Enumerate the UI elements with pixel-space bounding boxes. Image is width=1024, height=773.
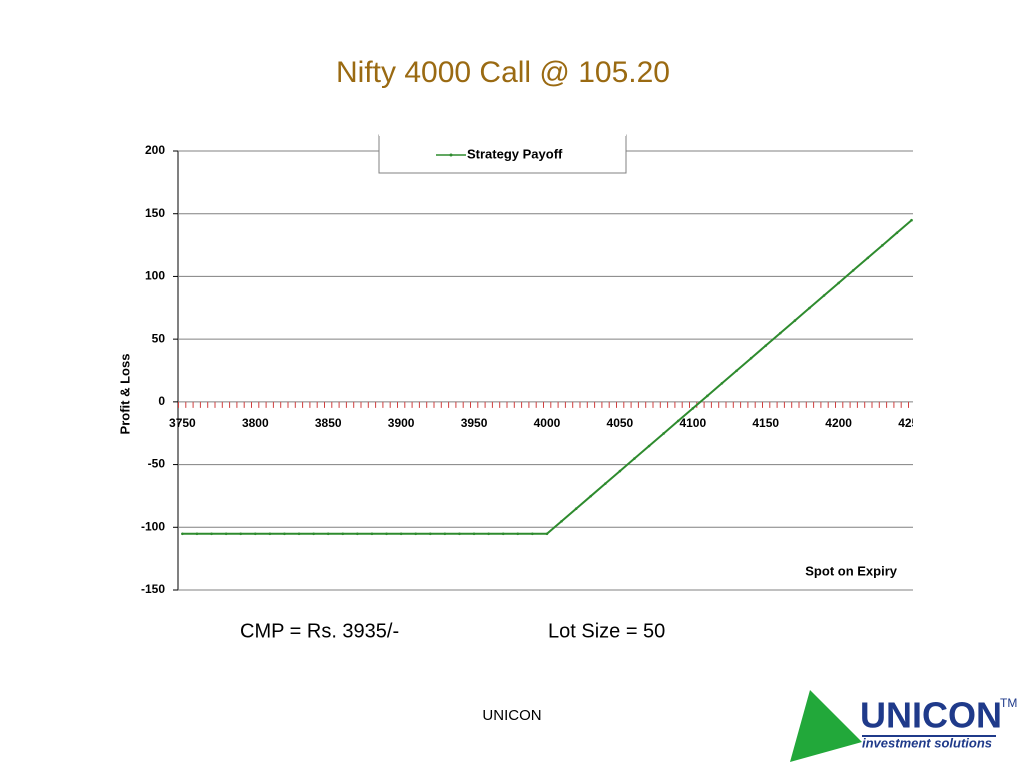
point [910, 218, 913, 222]
point [501, 532, 505, 536]
x-tick-label: 3750 [169, 416, 196, 430]
x-tick-label: 3850 [315, 416, 342, 430]
point [356, 532, 359, 536]
point [195, 532, 199, 536]
point [691, 407, 695, 410]
x-tick-label: 4250 [898, 416, 925, 430]
point [574, 507, 578, 511]
logo-triangle [790, 690, 862, 762]
point [822, 294, 826, 297]
x-tick-labels: 3750 3800 3850 3900 3950 4000 4050 4100 4150 4200… [169, 416, 925, 430]
footer: UNICON [482, 707, 541, 724]
x-tick-label: 4200 [825, 416, 852, 430]
logo-name: UNICON [860, 695, 1002, 736]
legend-label: Strategy Payoff [467, 146, 563, 161]
point [399, 532, 403, 536]
legend: Strategy Payoff [378, 134, 627, 174]
series-line [182, 219, 913, 535]
point [618, 469, 622, 473]
point [662, 432, 665, 435]
x-axis-label: Spot on Expiry [805, 563, 898, 578]
point [487, 532, 490, 536]
point [181, 532, 184, 536]
point [895, 231, 899, 235]
x-tick-label: 3950 [461, 416, 488, 430]
point [720, 381, 724, 385]
y-axis-label: Profit & Loss [117, 354, 132, 435]
legend-box [378, 134, 627, 174]
point [385, 532, 388, 536]
x-tick-label: 4000 [534, 416, 561, 430]
y-tick-label: 0 [158, 394, 165, 408]
x-tick-label: 4100 [679, 416, 706, 430]
point [253, 532, 257, 536]
point [603, 482, 607, 485]
point [706, 394, 709, 398]
y-tick-label: 50 [152, 331, 166, 345]
legend-swatch-dot [449, 153, 453, 157]
point [589, 494, 593, 498]
point [764, 344, 768, 347]
point [326, 532, 330, 536]
point [749, 356, 753, 360]
point [458, 532, 461, 536]
point [516, 532, 520, 536]
point [837, 281, 840, 285]
y-tick-label: 200 [145, 143, 165, 157]
point [778, 331, 782, 335]
point [633, 457, 636, 460]
point [866, 256, 870, 260]
point [428, 532, 432, 536]
point [443, 532, 447, 536]
logo-mark: TM [1000, 696, 1017, 710]
point [647, 444, 651, 448]
point [472, 532, 476, 536]
y-tick-label: -150 [141, 582, 165, 596]
y-tick-label: -50 [148, 457, 166, 471]
point [283, 532, 286, 536]
point [881, 244, 884, 247]
point [341, 532, 345, 536]
point [297, 532, 301, 536]
point [793, 319, 797, 322]
point [268, 532, 272, 536]
x-tick-label: 4150 [752, 416, 779, 430]
chart-title: Nifty 4000 Call @ 105.20 [336, 56, 670, 89]
note: CMP = Rs. 3935/- [240, 620, 399, 642]
y-tick-label: -100 [141, 519, 165, 533]
point [210, 532, 213, 536]
point [224, 532, 228, 536]
point [414, 532, 418, 536]
point [370, 532, 374, 536]
point [735, 369, 738, 373]
x-tick-label: 3800 [242, 416, 269, 430]
point [560, 519, 563, 523]
point [676, 419, 680, 423]
point [808, 306, 811, 310]
point [239, 532, 243, 536]
logo-rule [862, 735, 996, 737]
x-tick-label: 3900 [388, 416, 415, 430]
x-tick-label: 4050 [607, 416, 634, 430]
logo-tagline: investment solutions [862, 735, 992, 750]
note: Lot Size = 50 [548, 620, 665, 642]
y-tick-label: 100 [145, 269, 165, 283]
point [545, 532, 549, 536]
point [531, 532, 534, 536]
point [312, 532, 315, 536]
y-tick-label: 150 [145, 206, 165, 220]
logo: UNICON TM investment solutions [790, 690, 1017, 762]
point [851, 269, 855, 272]
